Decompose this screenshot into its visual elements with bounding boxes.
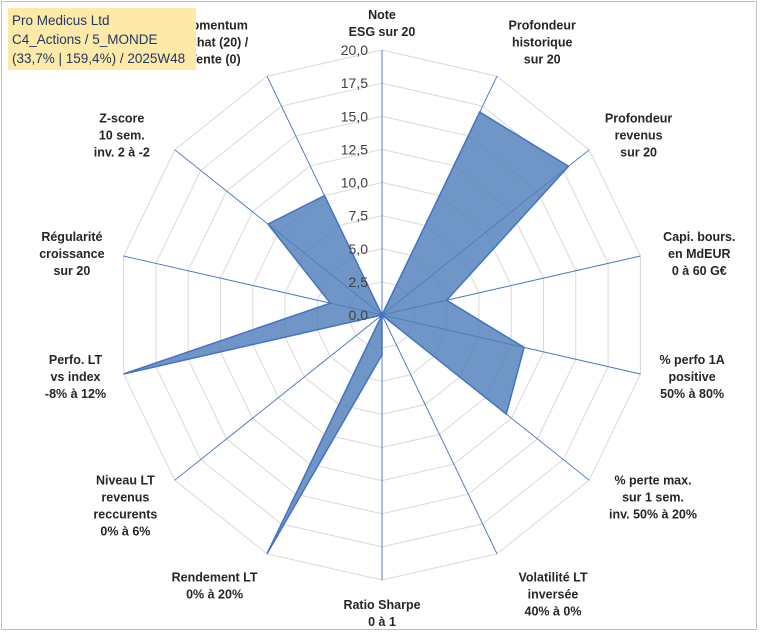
portfolio-label: C4_Actions / 5_MONDE bbox=[12, 32, 158, 47]
axis-label: Capi. bours. en MdEUR 0 à 60 G€ bbox=[663, 230, 735, 278]
title-box: Pro Medicus Ltd C4_Actions / 5_MONDE (33… bbox=[8, 8, 196, 70]
tick-label: 5,0 bbox=[349, 241, 369, 257]
axis-label: Profondeur historique sur 20 bbox=[509, 18, 576, 66]
axis-label: Ratio Sharpe 0 à 1 bbox=[343, 598, 420, 629]
performance-label: (33,7% | 159,4%) / 2025W48 bbox=[12, 51, 186, 66]
radial-tick-labels: 0,0 2,5 5,0 7,5 10,0 12,5 15,0 17,5 20,0 bbox=[341, 42, 368, 323]
axis-spoke bbox=[174, 314, 383, 481]
radar-series bbox=[123, 111, 570, 555]
axis-label: Volatilité LT inversée 40% à 0% bbox=[519, 571, 588, 619]
company-name: Pro Medicus Ltd bbox=[12, 13, 110, 28]
axis-label: % perfo 1A positive 50% à 80% bbox=[659, 353, 724, 401]
tick-label: 7,5 bbox=[349, 208, 369, 224]
axis-label: % perte max. sur 1 sem. inv. 50% à 20% bbox=[609, 474, 697, 522]
tick-label: 15,0 bbox=[341, 108, 368, 124]
axis-labels: Note ESG sur 20 Profondeur historique sur 20… bbox=[39, 8, 735, 629]
axis-label: Momentum Achat (20) / Vente (0) bbox=[181, 18, 249, 66]
tick-label: 2,5 bbox=[349, 274, 369, 290]
tick-label: 0,0 bbox=[349, 307, 369, 323]
tick-label: 17,5 bbox=[341, 75, 368, 91]
tick-label: 20,0 bbox=[341, 42, 368, 58]
axis-spoke bbox=[381, 314, 498, 554]
axis-label: Perfo. LT vs index -8% à 12% bbox=[45, 353, 106, 401]
axis-label: Z-score 10 sem. inv. 2 à -2 bbox=[94, 111, 150, 159]
axis-label: Rendement LT 0% à 20% bbox=[172, 571, 258, 602]
axis-label: Régularité croissance sur 20 bbox=[39, 230, 104, 278]
axis-label: Niveau LT revenus reccurents 0% à 6% bbox=[93, 474, 157, 539]
tick-label: 10,0 bbox=[341, 175, 368, 191]
axis-label: Note ESG sur 20 bbox=[349, 8, 416, 39]
axis-label: Profondeur revenus sur 20 bbox=[605, 111, 672, 159]
tick-label: 12,5 bbox=[341, 141, 368, 157]
